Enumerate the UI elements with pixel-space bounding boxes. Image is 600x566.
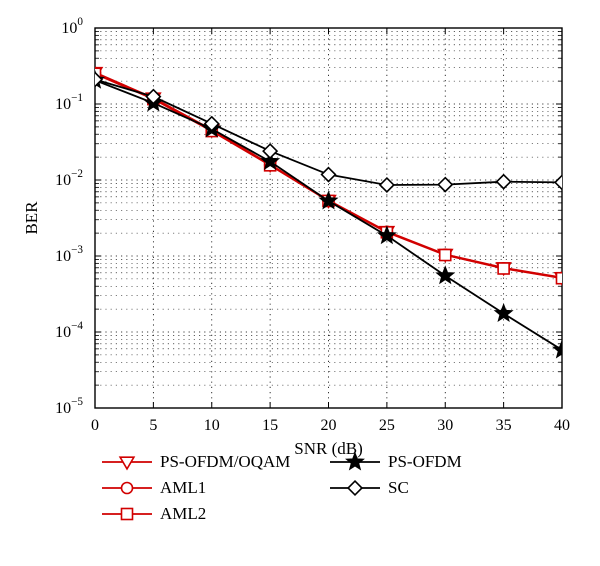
x-tick-label: 40	[554, 417, 570, 434]
legend-label-ps_ofdm: PS-OFDM	[388, 452, 462, 471]
y-axis-label: BER	[22, 201, 41, 235]
x-tick-label: 30	[437, 417, 453, 434]
x-tick-label: 10	[204, 417, 220, 434]
x-tick-label: 20	[321, 417, 337, 434]
x-tick-label: 15	[262, 417, 278, 434]
legend-label-sc: SC	[388, 478, 409, 497]
legend-label-ps_ofdm_oqam: PS-OFDM/OQAM	[160, 452, 290, 471]
legend-label-aml1: AML1	[160, 478, 206, 497]
chart-bg	[0, 0, 600, 566]
x-tick-label: 0	[91, 417, 99, 434]
legend-label-aml2: AML2	[160, 504, 206, 523]
x-tick-label: 25	[379, 417, 395, 434]
x-axis-label: SNR (dB)	[294, 439, 362, 458]
x-tick-label: 35	[496, 417, 512, 434]
x-tick-label: 5	[149, 417, 157, 434]
